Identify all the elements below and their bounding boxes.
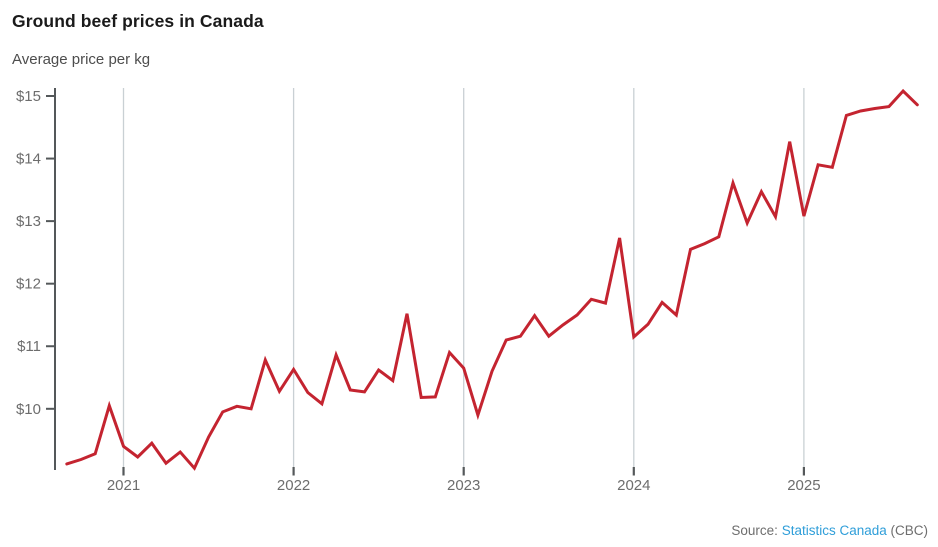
- y-tick-label: $10: [16, 401, 41, 418]
- page-title: Ground beef prices in Canada: [12, 11, 264, 31]
- source-link[interactable]: Statistics Canada: [781, 523, 887, 538]
- y-tick-label: $15: [16, 88, 41, 105]
- x-tick-label: 2025: [787, 477, 820, 494]
- chart-subtitle: Average price per kg: [12, 51, 151, 68]
- x-tick-label: 2023: [447, 477, 480, 494]
- y-tick-label: $11: [17, 338, 41, 355]
- x-tick-label: 2022: [277, 477, 310, 494]
- y-tick-label: $14: [16, 151, 41, 168]
- x-axis: 2021 2022 2023 2024 2025: [107, 88, 821, 494]
- x-tick-label: 2024: [617, 477, 650, 494]
- y-tick-label: $13: [16, 213, 41, 230]
- source-prefix: Source:: [731, 523, 782, 538]
- y-axis: $10 $11 $12 $13 $14 $15: [16, 88, 56, 470]
- x-tick-label: 2021: [107, 477, 140, 494]
- price-line: [65, 88, 919, 471]
- source-attribution: Source: Statistics Canada (CBC): [731, 523, 928, 538]
- source-suffix: (CBC): [886, 523, 929, 538]
- y-tick-label: $12: [16, 276, 41, 293]
